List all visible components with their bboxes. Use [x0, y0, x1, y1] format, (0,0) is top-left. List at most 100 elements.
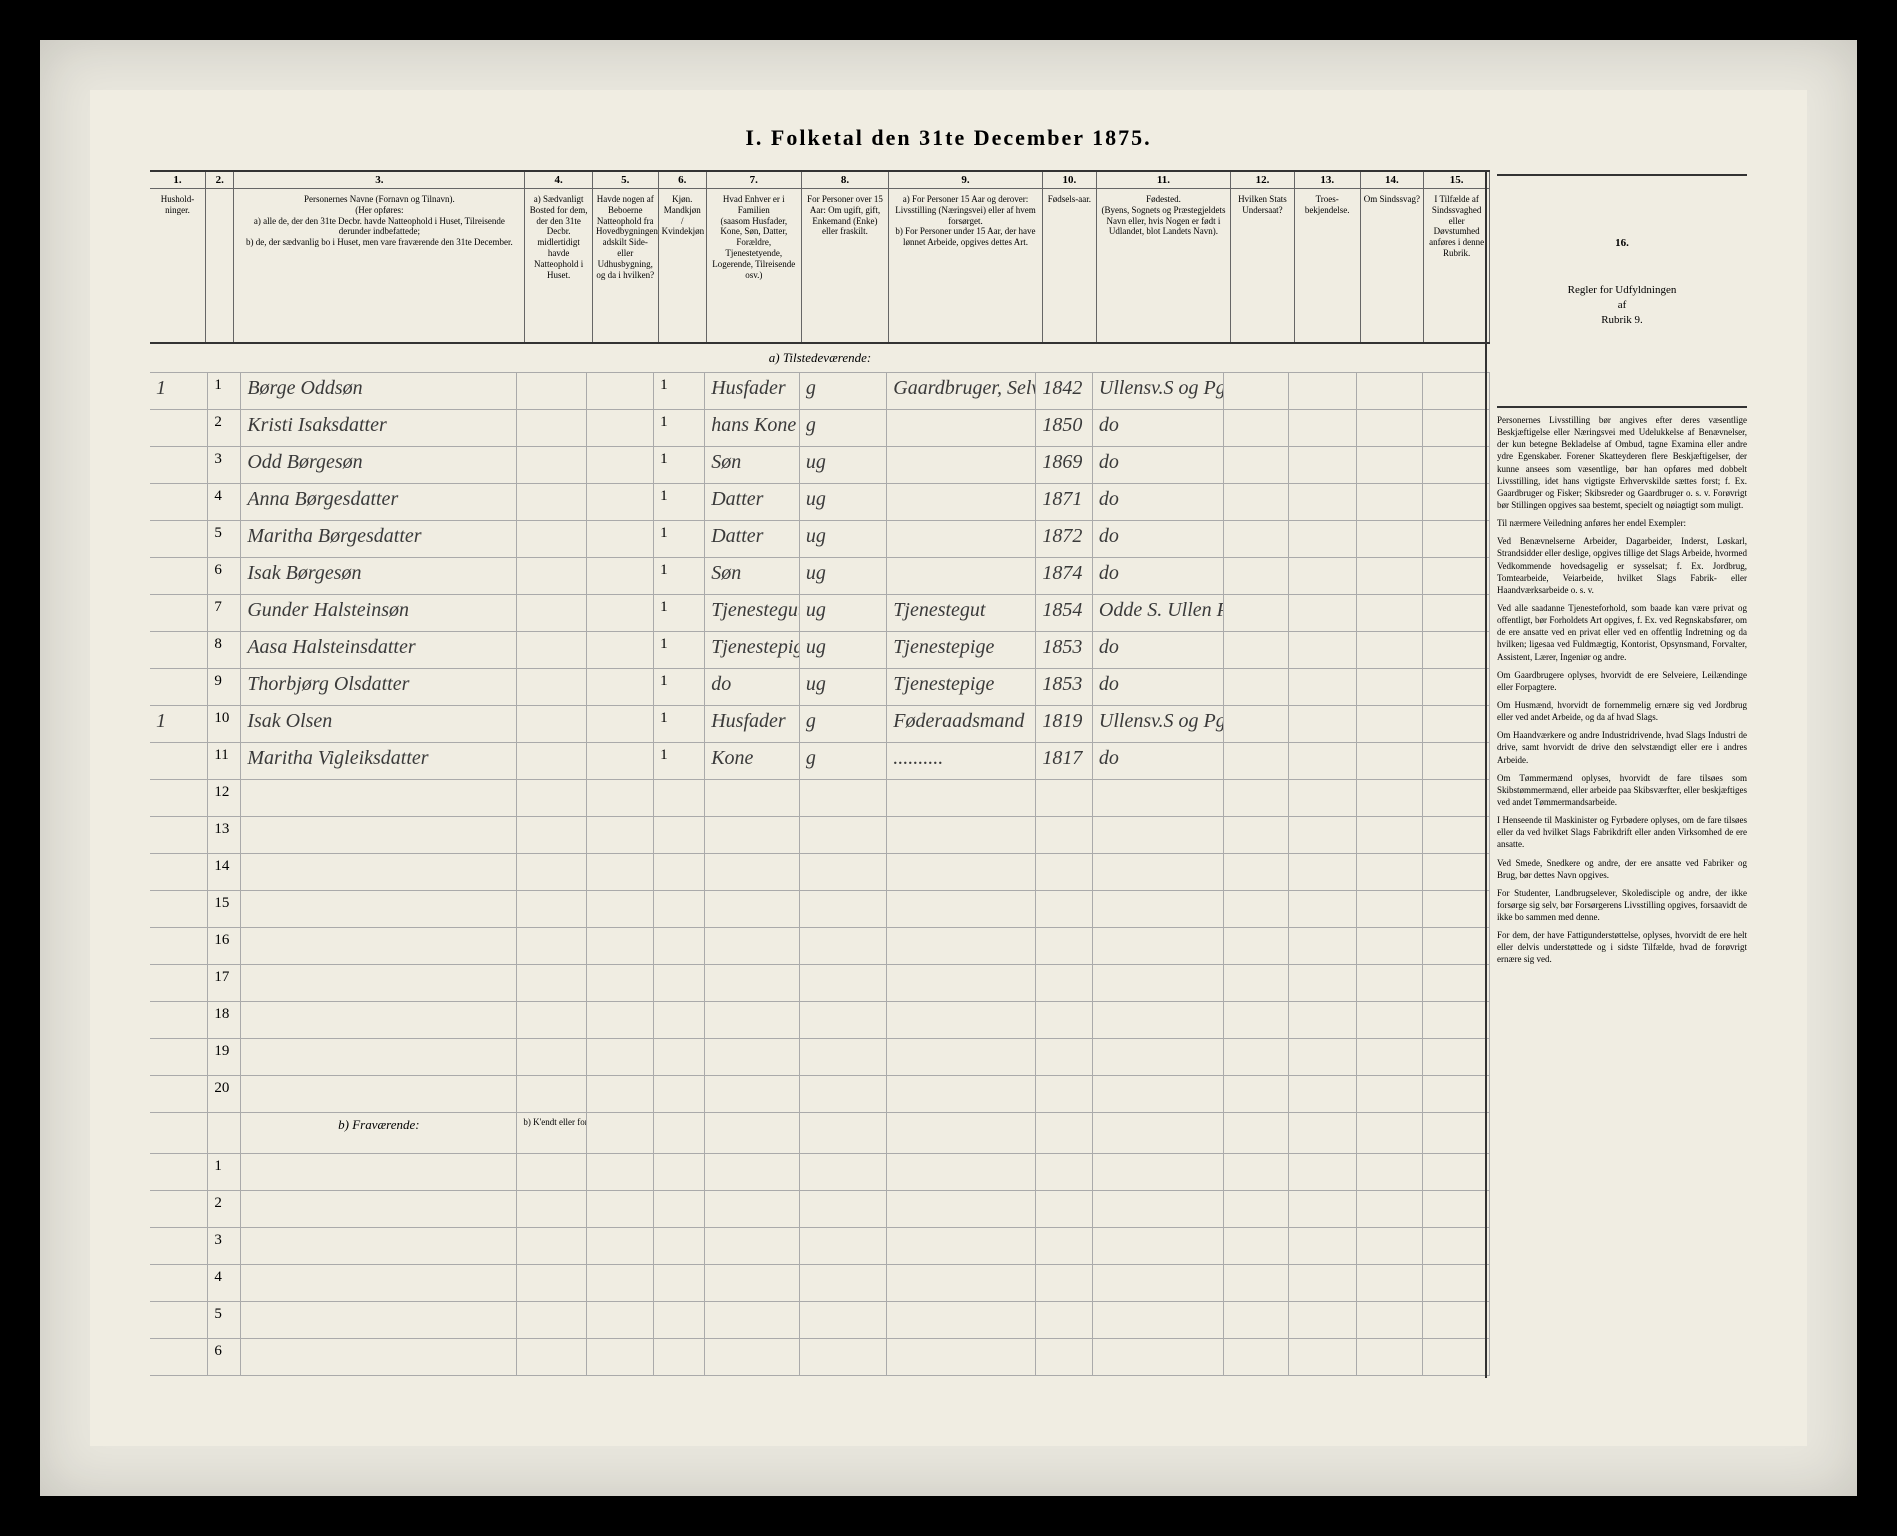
cell: 6: [208, 558, 241, 594]
rows-a: 11Børge Oddsøn1HusfadergGaardbruger, Sel…: [150, 373, 1490, 780]
table-header-row: 1.Hushold-ninger.2.3.Personernes Navne (…: [150, 170, 1490, 344]
cell: [517, 521, 586, 557]
cell: [1423, 1076, 1490, 1112]
table-row-empty: 4: [150, 1265, 1490, 1302]
cell: do: [1093, 410, 1224, 446]
cell: [1289, 854, 1356, 890]
cell: [1093, 965, 1224, 1001]
cell: [150, 780, 208, 816]
cell: 2: [208, 1191, 241, 1227]
cell: [1423, 1191, 1490, 1227]
cell: [1357, 1076, 1423, 1112]
cell: [241, 1076, 517, 1112]
cell: [1289, 1154, 1356, 1190]
cell: 20: [208, 1076, 241, 1112]
cell: [1423, 965, 1490, 1001]
cell: [587, 1265, 654, 1301]
cell: [150, 447, 208, 483]
cell: [1036, 965, 1093, 1001]
cell: [241, 780, 517, 816]
cell: [517, 632, 586, 668]
table-row: 4Anna Børgesdatter1Datterug1871do: [150, 484, 1490, 521]
cell: [150, 410, 208, 446]
cell: [800, 817, 887, 853]
cell: [1357, 743, 1423, 779]
table-row: 11Børge Oddsøn1HusfadergGaardbruger, Sel…: [150, 373, 1490, 410]
cell: 1: [654, 558, 705, 594]
cell: [1036, 817, 1093, 853]
cell: Kristi Isaksdatter: [241, 410, 517, 446]
cell: [1224, 928, 1290, 964]
instruction-paragraph: Om Husmænd, hvorvidt de fornemmelig ernæ…: [1497, 699, 1747, 723]
table-row-empty: 17: [150, 965, 1490, 1002]
table-row-empty: 20: [150, 1076, 1490, 1113]
cell: 3: [208, 447, 241, 483]
cell: [1289, 1039, 1356, 1075]
cell: [1224, 447, 1290, 483]
cell: 1: [654, 373, 705, 409]
cell: [1423, 1265, 1490, 1301]
cell: [1423, 447, 1490, 483]
cell: [1093, 817, 1224, 853]
col-header: 6.Kjøn.Mandkjøn / Kvindekjøn: [659, 172, 707, 342]
cell: ug: [800, 558, 887, 594]
cell: [1357, 1302, 1423, 1338]
cell: [800, 928, 887, 964]
cell: [654, 1265, 705, 1301]
cell: 1842: [1036, 373, 1093, 409]
cell: Børge Oddsøn: [241, 373, 517, 409]
cell: [1036, 1154, 1093, 1190]
page-wrapper: I. Folketal den 31te December 1875. 1.Hu…: [40, 40, 1857, 1496]
col-header: 12.Hvilken Stats Undersaat?: [1231, 172, 1295, 342]
cell: [1093, 1076, 1224, 1112]
cell: [800, 965, 887, 1001]
cell: [1093, 780, 1224, 816]
cell: [241, 891, 517, 927]
cell: [1357, 891, 1423, 927]
instruction-paragraph: Ved alle saadanne Tjenesteforhold, som b…: [1497, 602, 1747, 663]
cell: [800, 1228, 887, 1264]
table-row-empty: 14: [150, 854, 1490, 891]
cell: [241, 1191, 517, 1227]
cell: [517, 1039, 586, 1075]
cell: [1093, 1002, 1224, 1038]
cell: [800, 780, 887, 816]
cell: [1289, 595, 1356, 631]
cell: do: [1093, 743, 1224, 779]
section-b-note: b) K'endt eller formodet Opholdssted.: [517, 1113, 586, 1153]
instructions-body: Personernes Livsstilling bør angives eft…: [1497, 414, 1747, 966]
section-b-row: b) Fraværende: b) K'endt eller formodet …: [150, 1113, 1490, 1154]
cell: [654, 1039, 705, 1075]
cell: [241, 928, 517, 964]
cell: Føderaadsmand: [887, 706, 1036, 742]
cell: ug: [800, 669, 887, 705]
col-16-num: 16.: [1497, 236, 1747, 253]
cell: 8: [208, 632, 241, 668]
table-row-empty: 2: [150, 1191, 1490, 1228]
cell: Søn: [705, 558, 800, 594]
cell: [1093, 854, 1224, 890]
cell: [1093, 1154, 1224, 1190]
table-row: 110Isak Olsen1HusfadergFøderaadsmand1819…: [150, 706, 1490, 743]
cell: 6: [208, 1339, 241, 1375]
cell: [1093, 1265, 1224, 1301]
cell: [1289, 1191, 1356, 1227]
cell: [150, 854, 208, 890]
cell: [150, 928, 208, 964]
cell: [1036, 1265, 1093, 1301]
cell: 1853: [1036, 669, 1093, 705]
cell: [1224, 1228, 1290, 1264]
cell: [1224, 706, 1290, 742]
cell: 1853: [1036, 632, 1093, 668]
col-header: 8.For Personer over 15 Aar: Om ugift, gi…: [802, 172, 889, 342]
section-b-label: b) Fraværende:: [241, 1113, 517, 1153]
cell: [654, 1191, 705, 1227]
table-row: 3Odd Børgesøn1Sønug1869do: [150, 447, 1490, 484]
table-row: 5Maritha Børgesdatter1Datterug1872do: [150, 521, 1490, 558]
cell: [705, 1339, 800, 1375]
cell: [241, 965, 517, 1001]
cell: [654, 965, 705, 1001]
cell: [150, 521, 208, 557]
cell: [1357, 965, 1423, 1001]
cell: [887, 1076, 1036, 1112]
